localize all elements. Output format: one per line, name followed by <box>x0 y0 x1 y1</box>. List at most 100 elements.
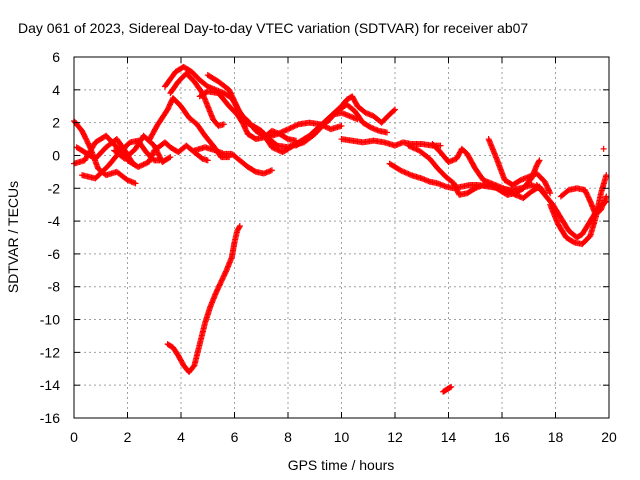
data-point <box>278 129 285 136</box>
data-point <box>383 129 390 136</box>
data-point <box>268 144 275 151</box>
axis-ticks: 0 2 4 6 8 10 12 14 16 18 20 -16 -14 -12 -10 -8 -6 -4 -2 0 2 4… <box>40 49 617 445</box>
series-track-21 <box>547 172 610 248</box>
data-point <box>404 170 411 177</box>
data-point <box>437 142 444 149</box>
y-tick-label: 4 <box>52 82 60 98</box>
series-track-25 <box>440 383 455 395</box>
y-tick-label: 6 <box>52 49 60 65</box>
x-axis-label: GPS time / hours <box>288 457 395 473</box>
data-point <box>603 172 610 179</box>
x-tick-label: 14 <box>441 429 457 445</box>
data-point <box>139 162 146 169</box>
y-tick-label: -14 <box>40 377 60 393</box>
y-tick-label: -6 <box>48 246 61 262</box>
data-point <box>413 146 420 153</box>
y-tick-label: -2 <box>48 180 61 196</box>
data-point <box>135 163 142 170</box>
data-point <box>406 171 413 178</box>
data-point <box>325 124 332 131</box>
data-point <box>290 123 297 130</box>
data-point <box>141 160 148 167</box>
data-point <box>274 146 281 153</box>
data-point <box>236 223 243 230</box>
data-point <box>287 124 294 131</box>
y-tick-label: -8 <box>48 279 61 295</box>
x-tick-label: 4 <box>177 429 185 445</box>
x-tick-label: 12 <box>387 429 403 445</box>
data-point <box>283 126 290 133</box>
data-point <box>286 125 293 132</box>
data-point <box>402 169 409 176</box>
data-point <box>143 160 150 167</box>
series-track-22 <box>557 185 610 218</box>
data-point <box>448 383 455 390</box>
data-point <box>535 158 542 165</box>
data-point <box>405 170 412 177</box>
data-point <box>270 144 277 151</box>
series-track-11 <box>161 63 345 141</box>
data-points <box>71 63 610 395</box>
data-point <box>410 145 417 152</box>
y-tick-label: -10 <box>40 312 60 328</box>
x-tick-label: 0 <box>70 429 78 445</box>
series-track-6 <box>124 139 211 170</box>
data-point <box>406 143 413 150</box>
series-track-18 <box>429 140 548 202</box>
data-point <box>236 224 243 231</box>
data-point <box>397 167 404 174</box>
y-axis-label: SDTVAR / TECUs <box>5 181 21 293</box>
data-point <box>603 193 610 200</box>
data-point <box>536 157 543 164</box>
data-point <box>293 122 300 129</box>
data-point <box>294 121 301 128</box>
data-point <box>398 167 405 174</box>
data-point <box>279 128 286 135</box>
x-tick-label: 2 <box>124 429 132 445</box>
y-tick-label: 0 <box>52 147 60 163</box>
data-point <box>409 144 416 151</box>
y-tick-label: -12 <box>40 344 60 360</box>
data-point <box>274 131 281 138</box>
data-point <box>276 129 283 136</box>
x-tick-label: 6 <box>231 429 239 445</box>
data-point <box>323 124 330 131</box>
data-point <box>285 126 291 133</box>
series-track-24 <box>164 223 243 376</box>
data-point <box>275 130 282 137</box>
data-point <box>401 169 408 176</box>
series-track-19 <box>485 136 554 197</box>
data-point <box>289 124 296 131</box>
data-point <box>271 145 278 152</box>
data-point <box>140 161 147 168</box>
series-track-15 <box>338 136 444 149</box>
data-point <box>600 145 607 152</box>
series-track-5 <box>111 132 174 166</box>
data-point <box>132 180 139 187</box>
data-point <box>268 167 275 174</box>
series-track-14 <box>293 101 390 149</box>
data-point <box>291 123 298 130</box>
data-point <box>280 128 287 135</box>
y-tick-label: -16 <box>40 410 60 426</box>
data-point <box>204 157 211 164</box>
data-point <box>137 162 144 169</box>
x-tick-label: 10 <box>334 429 350 445</box>
data-point <box>136 163 143 170</box>
y-tick-label: 2 <box>52 115 60 131</box>
x-tick-label: 20 <box>601 429 617 445</box>
data-point <box>167 154 174 161</box>
x-tick-label: 18 <box>548 429 564 445</box>
data-point <box>390 107 397 114</box>
data-point <box>275 147 282 154</box>
x-tick-label: 16 <box>494 429 510 445</box>
data-point <box>220 121 227 128</box>
y-tick-label: -4 <box>48 213 61 229</box>
data-point <box>412 145 419 152</box>
data-point <box>392 106 398 113</box>
data-point <box>272 146 279 153</box>
series-track-23 <box>600 145 607 152</box>
data-point <box>547 190 554 197</box>
x-tick-label: 8 <box>284 429 292 445</box>
